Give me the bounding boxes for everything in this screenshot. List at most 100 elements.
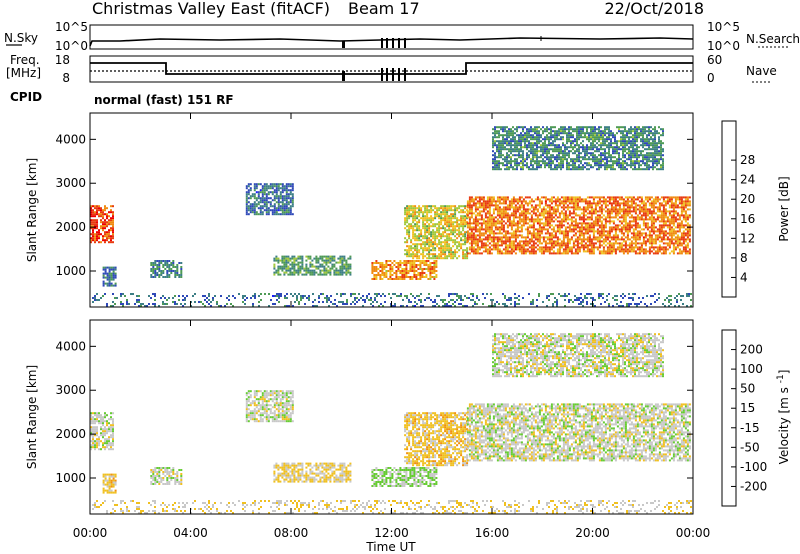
heatmap-cell [610, 252, 613, 255]
heatmap-cell [339, 259, 342, 262]
heatmap-cell [554, 138, 556, 141]
heatmap-cell [586, 236, 589, 239]
heatmap-cell [428, 237, 431, 240]
heatmap-cell [403, 260, 406, 262]
heatmap-cell [379, 270, 382, 272]
heatmap-cell [440, 215, 443, 218]
heatmap-cell [279, 201, 282, 204]
heatmap-cell [420, 229, 423, 232]
heatmap-cell [552, 130, 554, 133]
heatmap-cell [524, 142, 526, 145]
heatmap-cell [598, 130, 600, 133]
heatmap-cell [578, 238, 581, 241]
heatmap-cell [104, 272, 107, 275]
heatmap-cell [572, 130, 574, 133]
heatmap-cell [510, 252, 513, 255]
heatmap-cell [452, 245, 455, 248]
heatmap-cell [548, 142, 550, 145]
heatmap-cell [556, 220, 559, 223]
heatmap-cell [160, 274, 163, 276]
heatmap-cell [510, 162, 512, 165]
heatmap-cell [263, 197, 266, 200]
heatmap-cell [558, 216, 561, 219]
heatmap-cell [576, 158, 578, 161]
heatmap-cell [267, 211, 270, 214]
heatmap-cell [482, 244, 485, 247]
heatmap-cell [416, 221, 419, 224]
heatmap-cell [658, 228, 661, 231]
heatmap-cell [94, 225, 96, 228]
heatmap-cell [420, 253, 423, 256]
heatmap-cell [602, 252, 605, 255]
heatmap-cell [572, 234, 575, 237]
heatmap-cell [321, 259, 324, 262]
heatmap-cell [608, 226, 611, 229]
heatmap-cell [656, 210, 659, 213]
heatmap-cell [524, 136, 526, 139]
heatmap-cell [299, 269, 302, 272]
heatmap-cell [512, 210, 515, 213]
heatmap-cell [660, 210, 663, 213]
heatmap-cell [588, 226, 591, 229]
heatmap-cell [562, 202, 565, 205]
heatmap-cell [273, 213, 276, 216]
heatmap-cell [674, 236, 677, 239]
heatmap-cell [432, 253, 435, 256]
heatmap-cell [600, 250, 603, 253]
heatmap-cell [592, 130, 594, 133]
heatmap-cell [490, 196, 493, 199]
heatmap-cell [536, 132, 538, 135]
heatmap-cell [582, 232, 585, 235]
heatmap-cell [610, 206, 613, 209]
heatmap-cell [430, 233, 433, 236]
heatmap-cell [626, 200, 629, 203]
heatmap-cell [528, 242, 531, 245]
heatmap-cell [598, 252, 601, 255]
heatmap-cell [313, 271, 316, 274]
heatmap-cell [438, 257, 441, 260]
heatmap-cell [506, 246, 509, 249]
heatmap-cell [636, 232, 639, 235]
heatmap-cell [152, 262, 155, 264]
heatmap-cell [684, 246, 687, 249]
heatmap-cell [428, 245, 431, 248]
heatmap-cell [420, 231, 423, 234]
heatmap-cell [636, 196, 639, 199]
heatmap-cell [482, 200, 485, 203]
heatmap-cell [534, 168, 536, 171]
heatmap-cell [510, 232, 513, 235]
heatmap-cell [586, 132, 588, 135]
heatmap-cell [504, 156, 506, 159]
heatmap-cell [580, 240, 583, 243]
heatmap-cell [576, 250, 579, 253]
heatmap-cell [544, 208, 547, 211]
heatmap-cell [562, 242, 565, 245]
heatmap-cell [580, 230, 583, 233]
heatmap-cell [548, 238, 551, 241]
heatmap-cell [684, 202, 687, 205]
heatmap-cell [532, 222, 535, 225]
heatmap-cell [624, 248, 627, 251]
heatmap-cell [584, 136, 586, 139]
heatmap-cell [154, 270, 157, 272]
heatmap-cell [582, 240, 585, 243]
heatmap-cell [297, 273, 300, 276]
heatmap-cell [576, 132, 578, 135]
heatmap-cell [498, 134, 500, 137]
heatmap-cell [592, 234, 595, 237]
heatmap-cell [544, 202, 547, 205]
heatmap-cell [504, 244, 507, 247]
heatmap-cell [468, 206, 471, 209]
heatmap-cell [502, 252, 505, 255]
heatmap-cell [530, 142, 532, 145]
heatmap-cell [484, 224, 487, 227]
heatmap-cell [570, 218, 573, 221]
heatmap-cell [594, 202, 597, 205]
heatmap-cell [532, 130, 534, 133]
heatmap-cell [536, 146, 538, 149]
heatmap-cell [516, 128, 518, 131]
heatmap-cell [544, 246, 547, 249]
heatmap-cell [530, 204, 533, 207]
heatmap-cell [642, 228, 645, 231]
heatmap-cell [432, 217, 435, 220]
